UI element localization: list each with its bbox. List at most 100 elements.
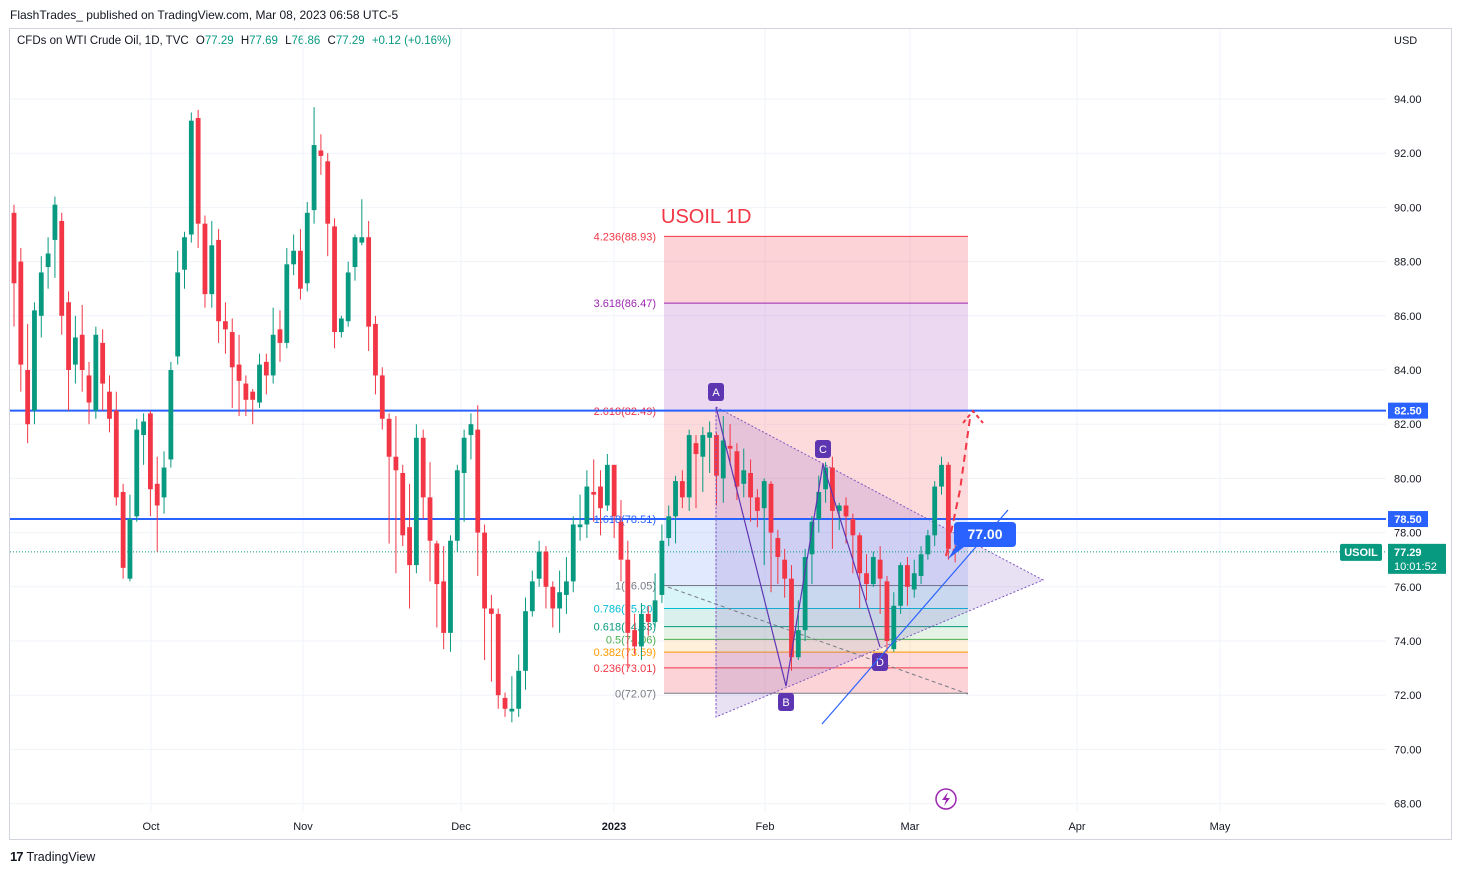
candle [850,513,856,574]
candle-body [107,391,112,419]
candle-body [598,486,603,509]
candle [693,435,699,509]
symbol-text[interactable]: CFDs on WTI Crude Oil, 1D, TVC [17,35,189,47]
candle-body [570,524,576,582]
candle [386,413,392,544]
candle-body [891,605,897,650]
candle [782,548,788,598]
candle-body [318,150,324,156]
price-tag-78-50: 78.50 [1388,511,1428,528]
y-tick-label: 74.00 [1394,636,1422,648]
candle [707,421,713,473]
candle [18,248,24,392]
candle [543,546,549,609]
fib-zone [664,652,968,668]
candle [407,483,412,609]
target-callout-label: 77.00 [967,526,1002,542]
fib-zone [664,585,968,609]
candle [154,456,160,552]
pattern-point-label: C [819,444,827,456]
candle-body [420,437,426,498]
pattern-point-b[interactable]: B [778,693,794,711]
candle [925,529,931,560]
candle [639,603,644,660]
candle [304,201,310,292]
candle-body [468,424,474,436]
candle-body [836,505,842,511]
candle [107,375,112,433]
pattern-badge [815,440,831,458]
candle-body [448,540,453,633]
candle-body [52,204,58,240]
candle-body [611,464,617,517]
candle-body [632,630,638,647]
candle-body [359,237,365,243]
candle-body [700,435,706,457]
candles [11,107,958,723]
candle [393,416,399,574]
last-price-value: 77.29 [1394,547,1422,559]
candle-body [154,483,160,506]
candle-body [918,554,924,576]
candle-body [652,600,658,623]
candle-body [45,253,51,268]
price-tag-82-50: 82.50 [1388,402,1428,419]
candle [720,416,726,503]
candle-body [332,226,337,333]
candle-body [223,321,228,330]
candle-body [693,443,699,455]
candle-body [11,212,17,284]
price-tag-box [1388,402,1428,419]
candle-body [72,337,78,365]
candle [127,494,133,582]
candle-body [284,264,290,343]
candle [564,556,569,614]
candle [373,315,378,395]
candle [420,429,426,520]
pattern-point-a[interactable]: A [708,383,724,401]
candle-body [59,220,65,316]
candle-body [79,334,85,370]
candle [72,315,78,384]
symbol-tag-label: USOIL [1344,547,1378,559]
candle-body [625,559,631,633]
x-tick-label: Mar [901,821,920,833]
candle-body [502,697,508,709]
candle-body [311,145,317,211]
lightning-icon-bolt [942,792,950,806]
y-tick-label: 78.00 [1394,528,1422,540]
candle [45,237,51,289]
currency-label: USD [1394,35,1418,47]
candle [754,489,760,528]
candle [345,261,351,327]
target-callout[interactable]: 77.00 [948,522,1016,559]
candle [632,613,638,655]
pattern-point-d[interactable]: D [872,653,888,671]
candle-body [257,364,262,403]
candle [366,220,372,352]
price-tag-label: 78.50 [1394,514,1422,526]
candle [830,456,835,549]
candle [679,470,685,509]
footer-brand[interactable]: TradingView [26,849,96,864]
candle [652,573,658,628]
candle-body [182,237,187,270]
candle [468,413,474,460]
y-tick-label: 82.00 [1394,419,1422,431]
candle [32,302,37,425]
candle [857,532,863,609]
candle-body [93,334,99,411]
tradingview-logo-icon[interactable]: 17 [10,849,24,864]
candle [625,540,631,669]
candle-body [407,527,412,566]
lightning-icon[interactable] [935,788,957,810]
pattern-point-c[interactable]: C [815,440,831,458]
candle [202,215,208,308]
candle-body [25,370,31,425]
candle-body [877,559,883,579]
y-tick-label: 72.00 [1394,690,1422,702]
candle [489,594,494,682]
candle [618,500,624,582]
candle-body [100,342,106,384]
